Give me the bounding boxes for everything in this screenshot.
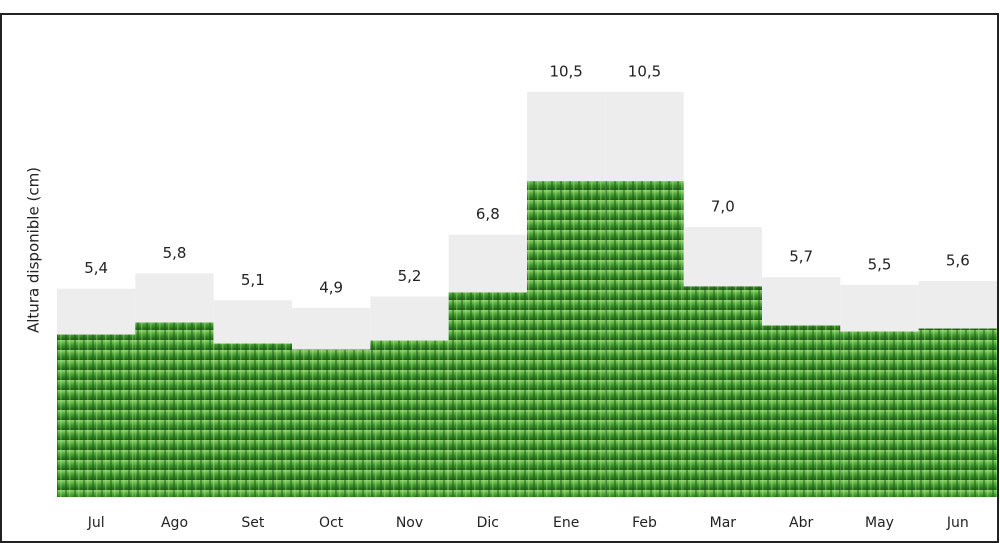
- value-label: 5,1: [241, 271, 265, 289]
- x-tick-label: Abr: [789, 515, 813, 531]
- grass: [292, 349, 371, 497]
- grass: [605, 181, 684, 497]
- x-tick-label: Nov: [396, 515, 423, 531]
- x-tick-label: Set: [241, 515, 265, 531]
- x-tick-label: Ago: [161, 515, 188, 531]
- x-tick-label: Jul: [87, 515, 105, 531]
- x-tick-label: Feb: [632, 515, 657, 531]
- grass: [683, 286, 762, 497]
- x-tick-label: Mar: [710, 515, 737, 531]
- value-label: 5,8: [163, 244, 187, 262]
- x-tick-label: Oct: [319, 515, 344, 531]
- value-label: 5,5: [868, 255, 892, 273]
- grass: [370, 340, 449, 497]
- value-label: 5,2: [398, 267, 422, 285]
- value-label: 7,0: [711, 198, 735, 216]
- grass: [213, 343, 292, 497]
- x-tick-label: May: [865, 515, 894, 531]
- value-label: 5,6: [946, 252, 970, 270]
- value-label: 6,8: [476, 205, 500, 223]
- value-label: 4,9: [319, 279, 343, 297]
- y-axis-label: Altura disponible (cm): [25, 167, 43, 333]
- value-label: 5,4: [84, 259, 108, 277]
- grass: [448, 292, 527, 497]
- value-label: 10,5: [628, 63, 661, 81]
- x-tick-label: Ene: [553, 515, 579, 531]
- value-label: 10,5: [549, 63, 582, 81]
- x-tick-label: Dic: [477, 515, 499, 531]
- frame: [0, 13, 999, 543]
- grass: [840, 331, 919, 497]
- grass: [762, 325, 841, 497]
- grass: [918, 328, 997, 497]
- grass: [57, 334, 136, 497]
- grass: [135, 322, 214, 497]
- x-tick-label: Jun: [946, 515, 969, 531]
- value-label: 5,7: [789, 248, 813, 266]
- grass: [527, 181, 606, 497]
